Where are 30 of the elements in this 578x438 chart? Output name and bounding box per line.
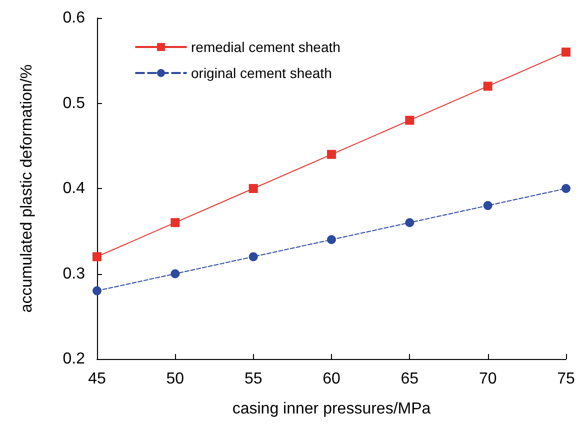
point <box>562 48 570 57</box>
y-tick-label: 0.3 <box>62 265 86 282</box>
x-axis-title: casing inner pressures/MPa <box>232 400 431 418</box>
point <box>248 252 258 262</box>
x-tick-label: 70 <box>478 370 497 388</box>
point <box>405 116 414 125</box>
legend-label: remedial cement sheath <box>191 39 340 55</box>
y-tick-label: 0.2 <box>62 350 86 368</box>
y-tick-label: 0.5 <box>62 94 86 112</box>
point <box>170 218 180 228</box>
point <box>170 269 180 278</box>
point <box>405 218 414 228</box>
x-tick-label: 75 <box>557 370 575 388</box>
x-tick-label: 60 <box>322 370 340 388</box>
y-axis-title: accumulated plastic deformation/% <box>18 64 36 313</box>
y-tick-label: 0.6 <box>62 10 86 26</box>
point <box>92 252 102 262</box>
point <box>483 82 492 91</box>
x-tick-label: 65 <box>400 370 419 388</box>
legend-label: original cement sheath <box>191 65 332 81</box>
point <box>483 201 492 210</box>
point <box>562 184 570 193</box>
y-tick-label: 0.4 <box>62 180 86 197</box>
x-tick-label: 45 <box>88 370 106 388</box>
x-tick-label: 55 <box>244 370 262 388</box>
point <box>248 184 258 193</box>
point <box>327 235 336 244</box>
x-tick-label: 50 <box>166 370 184 388</box>
point <box>327 150 336 159</box>
point <box>92 286 102 296</box>
